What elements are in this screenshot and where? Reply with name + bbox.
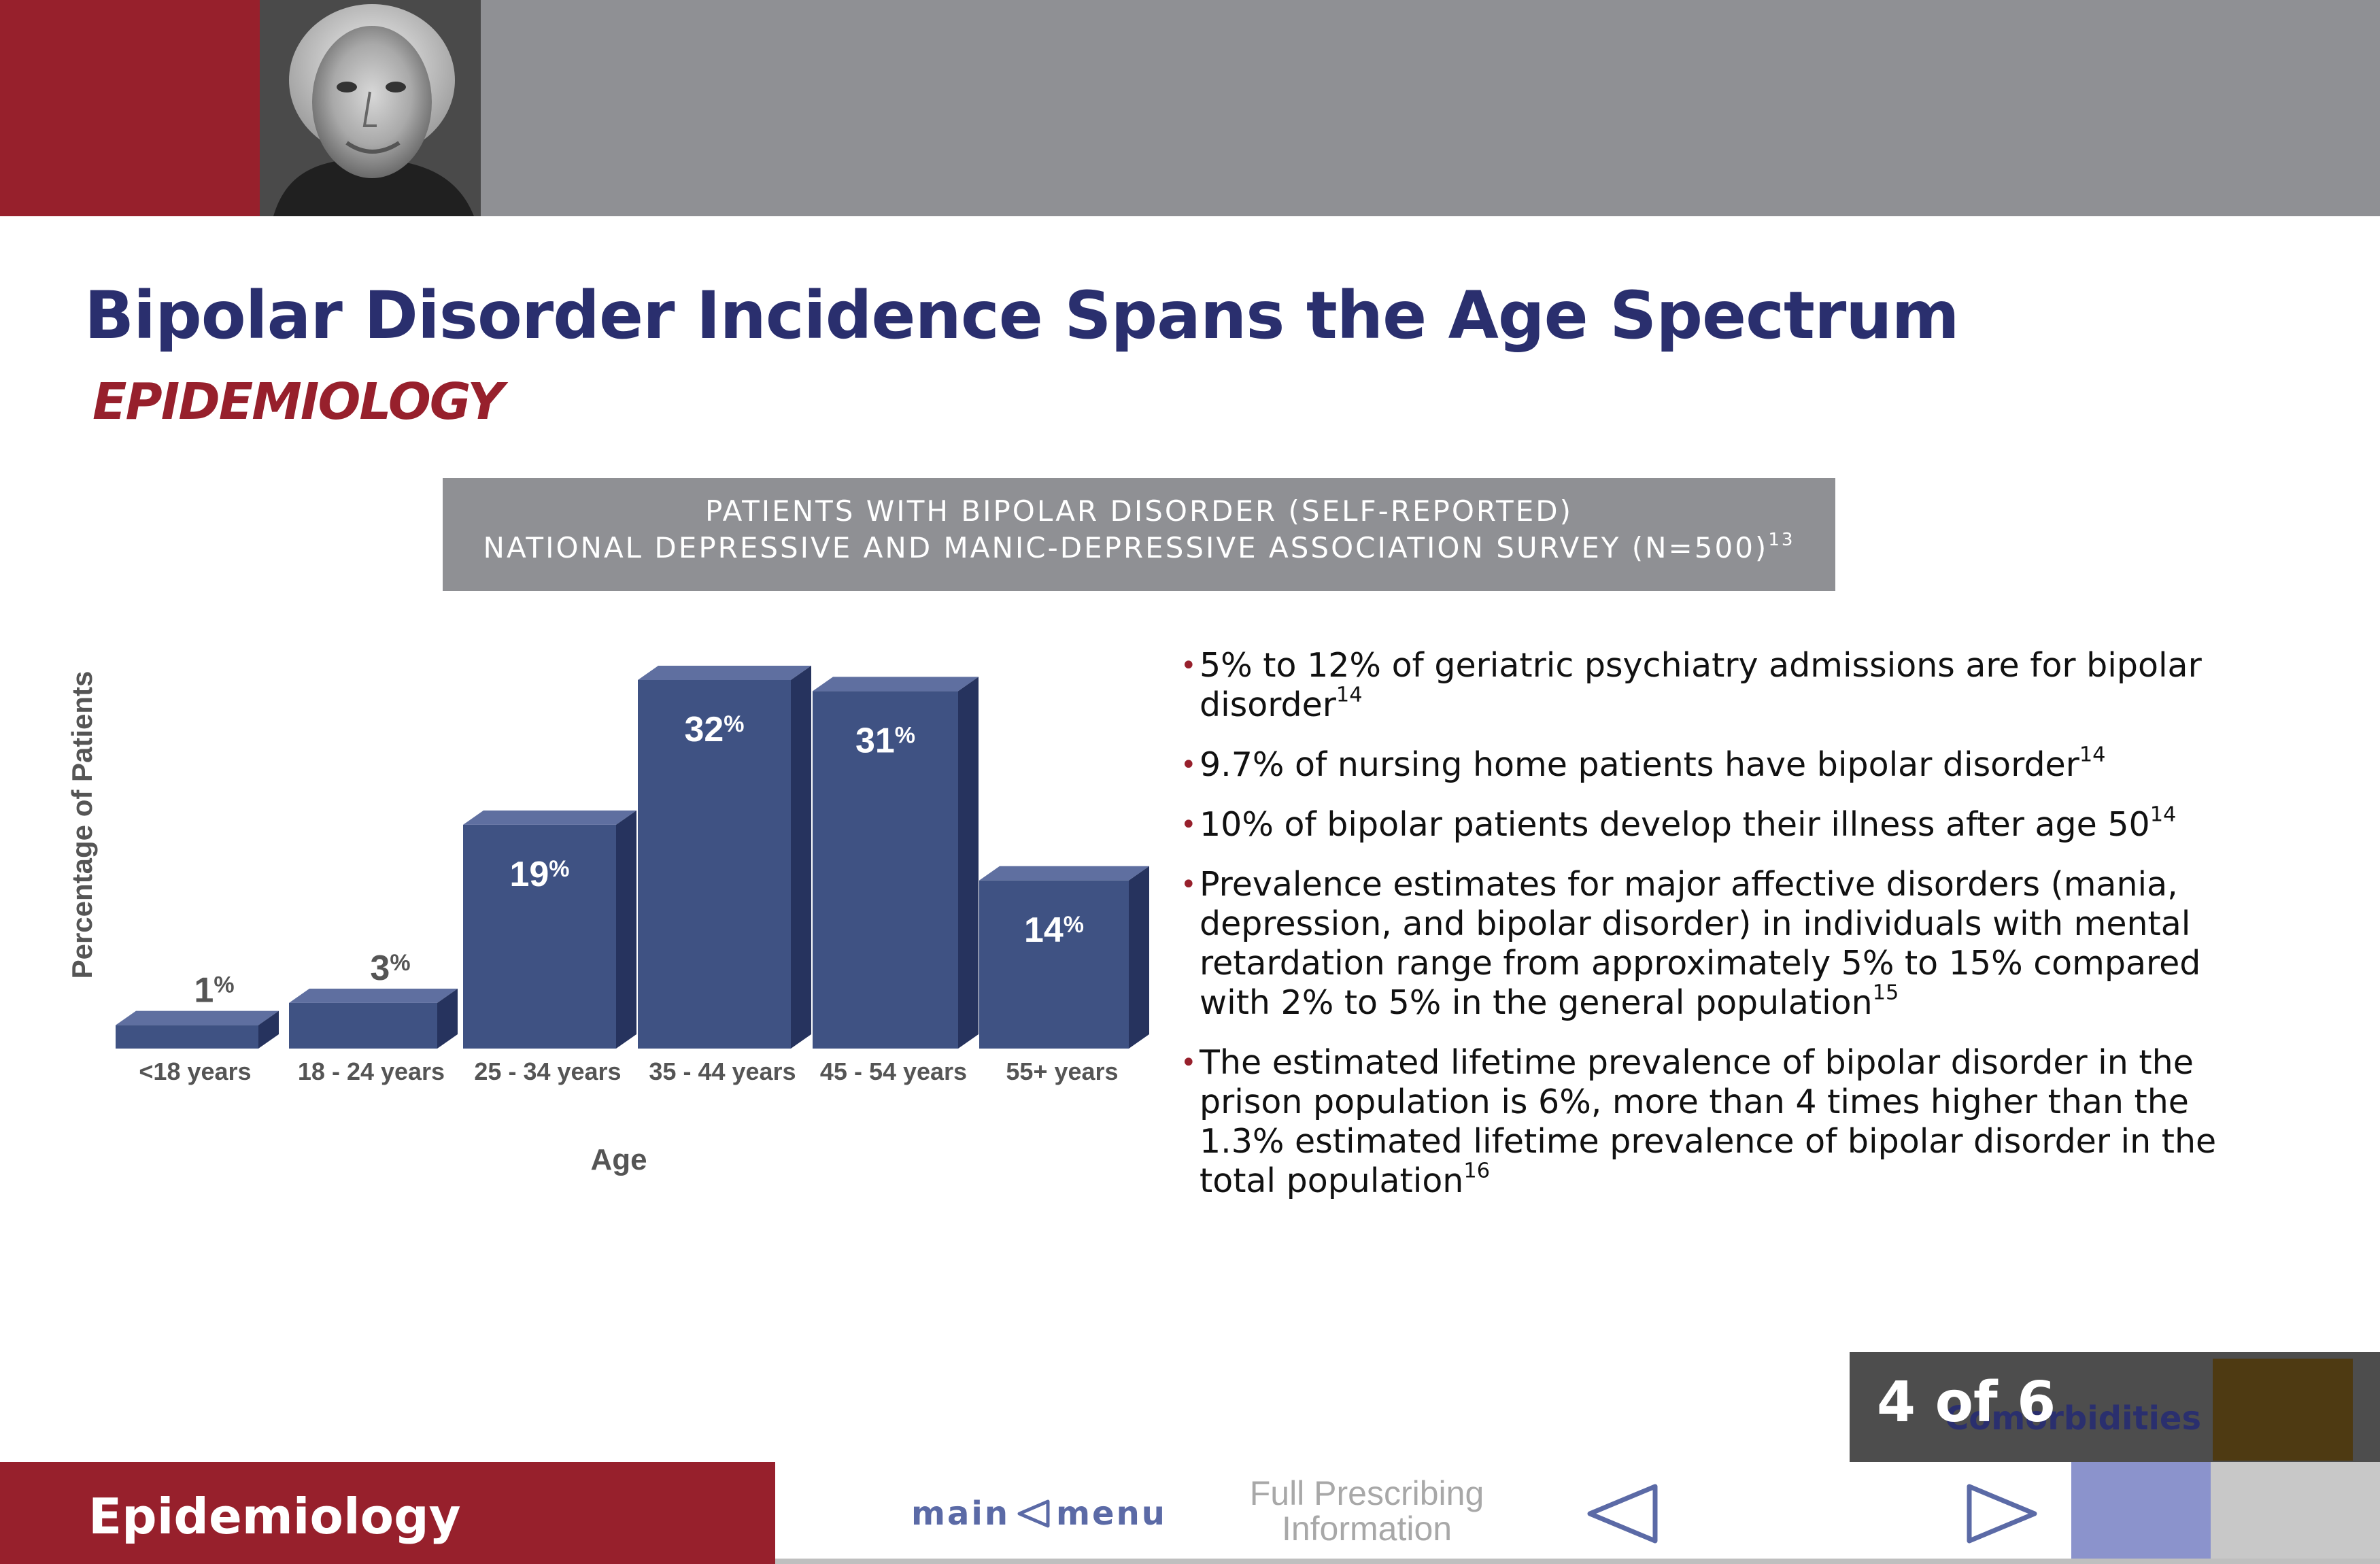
portrait-photo [260,0,481,216]
bar-side-face [1129,866,1149,1049]
bar [813,677,979,1049]
y-axis-label: Percentage of Patients [66,671,98,979]
bar-top-face [638,666,811,680]
bar-front-face [979,880,1129,1049]
bar [463,810,636,1049]
bullet-reference: 14 [2149,802,2177,827]
header-red-block [0,0,260,216]
fpi-line1: Full Prescribing [1249,1474,1484,1512]
chart-banner-reference: 13 [1768,529,1795,550]
bullet-reference: 16 [1463,1159,1491,1183]
chart-banner-line2: NATIONAL DEPRESSIVE AND MANIC-DEPRESSIVE… [443,530,1835,566]
main-menu-menu-label: menu [1056,1495,1167,1533]
next-section-label[interactable]: Comorbidities [1945,1399,2202,1438]
next-page-button[interactable] [1965,1482,2040,1548]
bar-front-face [638,680,791,1049]
next-section-thumbnail [2213,1359,2353,1461]
key-facts-list: 5% to 12% of geriatric psychiatry admiss… [1180,646,2244,1221]
x-tick-label: <18 years [139,1057,251,1085]
x-tick-label: 25 - 34 years [474,1057,621,1085]
section-subtitle: EPIDEMIOLOGY [92,373,504,431]
x-tick-label: 35 - 44 years [649,1057,796,1085]
bar-side-face [258,1010,279,1049]
bar-top-face [813,677,979,692]
triangle-left-outline-icon [1587,1484,1658,1544]
x-axis-label: Age [590,1143,647,1176]
bar-side-face [616,810,636,1049]
bar [638,666,811,1049]
bar-front-face [813,691,958,1049]
bar-value-label: 32% [684,710,744,749]
bar-top-face [979,866,1149,881]
page-counter: 4 of 6 [1877,1370,2056,1435]
bullet-text: 10% of bipolar patients develop their il… [1200,805,2150,844]
bar [289,988,458,1049]
footer-blue-block [2071,1462,2211,1559]
bar-front-face [116,1025,258,1049]
bullet-reference: 15 [1872,981,1899,1005]
bar-value-label: 19% [509,855,569,894]
x-tick-label: 55+ years [1006,1057,1118,1085]
chart-banner-line1: PATIENTS WITH BIPOLAR DISORDER (SELF-REP… [705,494,1573,528]
bar-side-face [958,677,979,1049]
bar-front-face [289,1002,437,1049]
bar-top-face [289,988,458,1003]
triangle-left-icon [1017,1499,1050,1528]
full-prescribing-information-link[interactable]: Full Prescribing Information [1238,1476,1496,1546]
footer-divider [775,1559,2380,1564]
bullet-reference: 14 [1336,683,1363,707]
bar-side-face [437,988,458,1049]
bullet-item: 10% of bipolar patients develop their il… [1180,802,2244,845]
bullet-reference: 14 [2079,743,2106,767]
main-menu-button[interactable]: main menu [911,1495,1167,1533]
bar-value-label: 1% [194,971,234,1010]
bar-side-face [791,666,811,1049]
bullet-item: Prevalence estimates for major affective… [1180,865,2244,1023]
bar-top-face [116,1010,279,1025]
bullet-text: 5% to 12% of geriatric psychiatry admiss… [1200,646,2202,724]
bar-value-label: 14% [1024,911,1084,950]
x-tick-label: 45 - 54 years [820,1057,967,1085]
bullet-text: Prevalence estimates for major affective… [1200,865,2201,1022]
page-title: Bipolar Disorder Incidence Spans the Age… [84,277,1960,354]
footer-section-label: Epidemiology [88,1488,461,1545]
x-tick-label: 18 - 24 years [298,1057,445,1085]
age-bar-chart: Percentage of Patients Age 1% <18 years 3%… [66,666,1149,1176]
bar-value-label: 31% [855,721,915,760]
bar-top-face [463,810,636,825]
bullet-item: The estimated lifetime prevalence of bip… [1180,1043,2244,1201]
chart-banner-line2-text: NATIONAL DEPRESSIVE AND MANIC-DEPRESSIVE… [483,531,1769,564]
bar [116,1010,279,1049]
bar [979,866,1149,1049]
main-menu-main-label: main [911,1495,1010,1533]
footer-section-tab[interactable] [0,1462,775,1564]
bullet-text: 9.7% of nursing home patients have bipol… [1200,745,2079,784]
bar-value-label: 3% [370,949,410,988]
header-gray-band [481,0,2380,216]
bullet-item: 9.7% of nursing home patients have bipol… [1180,743,2244,785]
bars-group: 1% <18 years 3% 18 - 24 years 19% 25 - 34 yea… [116,666,1149,1085]
fpi-line2: Information [1281,1510,1452,1548]
footer-gray-block [2211,1462,2380,1559]
triangle-right-outline-icon [1967,1484,2037,1544]
previous-page-button[interactable] [1584,1482,1659,1548]
bar-front-face [463,824,616,1049]
bullet-item: 5% to 12% of geriatric psychiatry admiss… [1180,646,2244,725]
chart-banner: PATIENTS WITH BIPOLAR DISORDER (SELF-REP… [443,478,1835,591]
bullet-text: The estimated lifetime prevalence of bip… [1200,1043,2217,1200]
